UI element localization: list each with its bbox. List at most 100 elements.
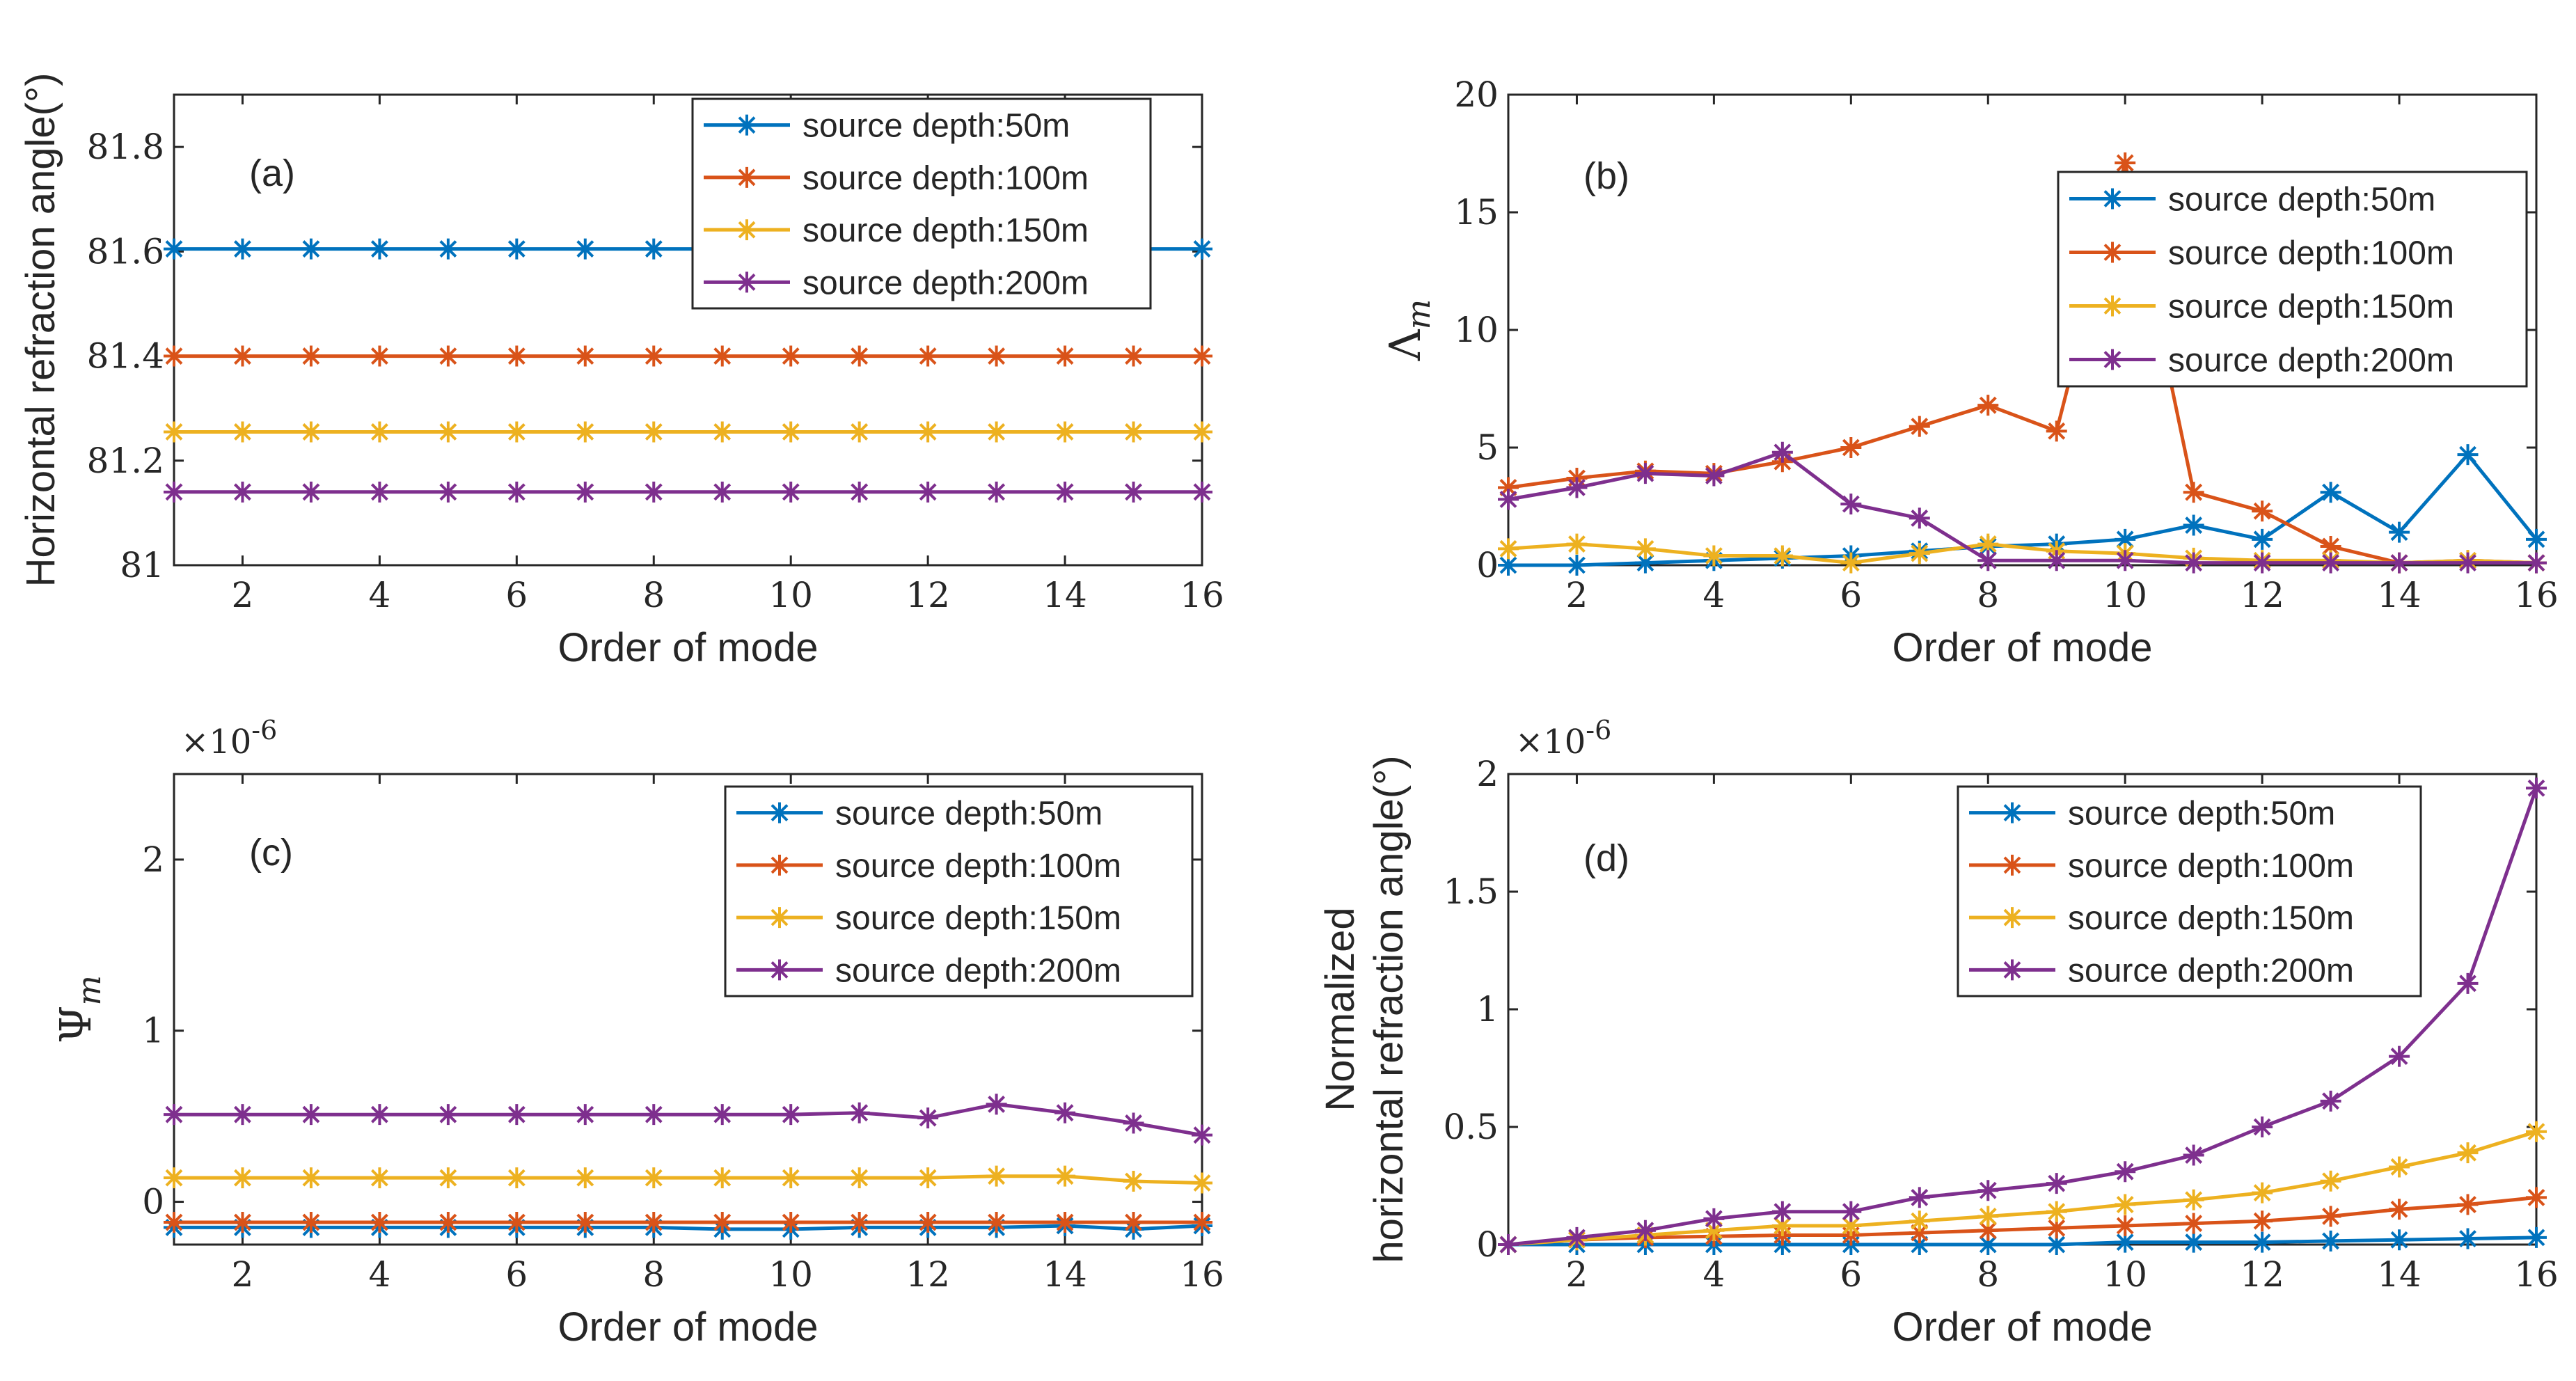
- series-line: [1508, 452, 2538, 567]
- legend-entry: source depth:100m: [803, 160, 1089, 197]
- data-point: [1498, 555, 1519, 576]
- data-point: [848, 345, 870, 367]
- legend-swatch-marker: [736, 114, 757, 136]
- data-point: [1977, 1180, 1999, 1201]
- data-point: [1909, 543, 1930, 565]
- data-point: [1192, 421, 1212, 443]
- data-point: [1123, 1212, 1144, 1233]
- y-axis-label-subscript: m: [1400, 299, 1437, 330]
- x-axis-label: Order of mode: [558, 1304, 819, 1350]
- data-point: [506, 421, 528, 443]
- legend-swatch-marker: [2102, 349, 2123, 370]
- data-point: [2526, 778, 2547, 799]
- data-point: [1771, 545, 1793, 567]
- y-tick-label: 5: [1476, 427, 1499, 468]
- data-point: [2526, 1121, 2547, 1142]
- data-point: [1977, 1234, 1999, 1255]
- data-point: [1977, 1206, 1999, 1227]
- data-point: [232, 1212, 253, 1233]
- y-tick-label: 1: [142, 1011, 164, 1051]
- data-point: [780, 481, 802, 503]
- data-point: [2320, 482, 2341, 503]
- legend: source depth:50m source depth:100m source …: [691, 97, 1152, 310]
- data-point: [232, 345, 253, 367]
- y-axis-label: Ψm: [50, 975, 108, 1043]
- series-source-depth-150m: [164, 421, 1212, 443]
- data-point: [1909, 507, 1930, 529]
- data-point: [1703, 465, 1725, 487]
- y-axis-label-line: Horizontal refraction angle(°): [18, 73, 63, 587]
- data-point: [917, 481, 939, 503]
- data-point: [164, 421, 184, 443]
- x-tick-label: 8: [1977, 575, 1999, 615]
- data-point: [2457, 1194, 2479, 1215]
- legend-swatch-marker: [736, 271, 757, 293]
- data-point: [369, 481, 390, 503]
- legend-entry: source depth:100m: [2168, 235, 2454, 272]
- data-point: [2320, 1170, 2341, 1192]
- x-tick-label: 16: [2514, 575, 2559, 615]
- data-point: [574, 421, 596, 443]
- legend-swatch-marker: [2002, 907, 2023, 929]
- data-point: [1498, 538, 1519, 560]
- series-line: [1508, 787, 2538, 1247]
- data-point: [917, 1212, 939, 1233]
- data-point: [2389, 552, 2410, 574]
- data-point: [1909, 416, 1930, 437]
- data-point: [164, 345, 184, 367]
- data-point: [164, 1212, 184, 1233]
- series-source-depth-100m: [164, 1212, 1212, 1233]
- legend-box: [691, 97, 1152, 310]
- legend-swatch-marker: [2002, 959, 2023, 981]
- legend-entry: source depth:200m: [2068, 952, 2354, 989]
- x-axis-label: Order of mode: [1893, 625, 2153, 670]
- data-point: [1634, 463, 1656, 484]
- legend-entry: source depth:150m: [2168, 289, 2454, 326]
- x-tick-label: 14: [2377, 1254, 2421, 1295]
- x-tick-label: 4: [1702, 575, 1725, 615]
- x-tick-label: 10: [2103, 1254, 2147, 1295]
- panel-label: (c): [249, 832, 293, 874]
- data-point: [2183, 514, 2204, 536]
- data-point: [1771, 441, 1793, 463]
- exponent-power: -6: [251, 715, 277, 745]
- data-point: [2389, 521, 2410, 543]
- data-point: [1634, 1220, 1656, 1241]
- series-line: [1508, 1130, 2537, 1247]
- x-tick-label: 6: [505, 575, 528, 615]
- legend-entry: source depth:50m: [2068, 796, 2335, 832]
- data-point: [1840, 1201, 1862, 1222]
- data-point: [2046, 1234, 2067, 1255]
- data-point: [1840, 1215, 1862, 1236]
- data-point: [2389, 1229, 2410, 1251]
- data-point: [1771, 1215, 1793, 1236]
- data-point: [643, 1167, 665, 1189]
- data-point: [986, 481, 1007, 503]
- y-axis-label-line: Normalized: [1318, 907, 1363, 1111]
- axis-exponent: ×10-6: [181, 715, 277, 761]
- data-point: [1054, 345, 1076, 367]
- data-point: [164, 1167, 184, 1189]
- data-point: [1192, 481, 1212, 503]
- x-tick-label: 2: [1566, 1254, 1588, 1295]
- panel-d: 2 4 6 8 10 12 14 16 0 0.5 1 1.5 2 ×10-6 Order of mode N…: [1318, 715, 2559, 1350]
- series-line: [174, 1224, 1203, 1231]
- x-tick-label: 10: [768, 1254, 813, 1295]
- data-point: [711, 1212, 733, 1233]
- data-point: [232, 481, 253, 503]
- y-tick-label: 0: [142, 1182, 164, 1222]
- series-source-depth-100m: [164, 345, 1212, 367]
- series-line: [174, 1102, 1203, 1137]
- data-point: [2320, 1206, 2341, 1227]
- x-tick-label: 16: [2514, 1254, 2559, 1295]
- data-point: [300, 1104, 322, 1126]
- data-point: [848, 481, 870, 503]
- legend-swatch-marker: [2102, 295, 2123, 317]
- data-point: [232, 238, 253, 260]
- y-tick-label: 2: [142, 839, 164, 880]
- data-point: [1977, 533, 1999, 555]
- data-point: [1498, 489, 1519, 510]
- y-axis-label: Λm: [1380, 299, 1437, 361]
